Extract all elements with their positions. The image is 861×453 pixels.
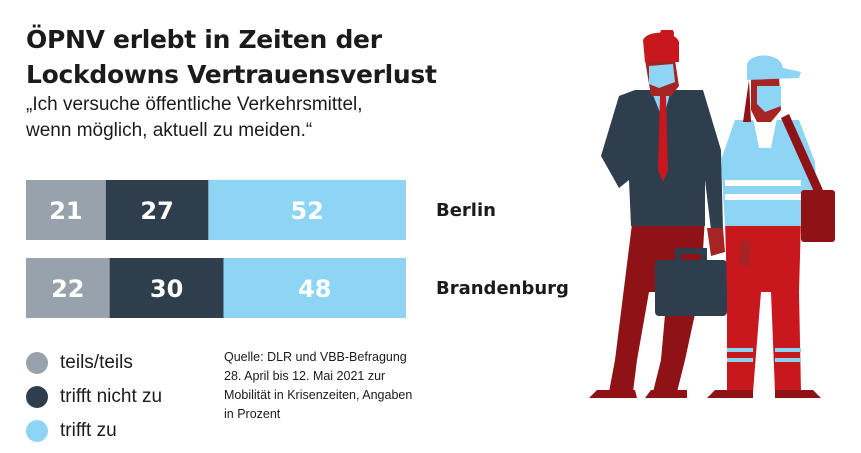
chart-title: ÖPNV erlebt in Zeiten der Lockdowns Vert… <box>26 22 586 92</box>
data-label-berlin-teils: 21 <box>49 197 82 225</box>
title-line-2: Lockdowns Vertrauensverlust <box>26 60 437 89</box>
bar-brandenburg-zu <box>223 258 406 318</box>
bar-brandenburg-teils <box>26 258 110 318</box>
legend-swatch-teils <box>26 352 48 374</box>
category-label-brandenburg: Brandenburg <box>436 278 569 299</box>
category-label-berlin: Berlin <box>436 200 496 221</box>
data-label-brandenburg-nicht: 30 <box>150 275 183 303</box>
source-line-2: 28. April bis 12. Mai 2021 zur <box>224 369 386 383</box>
commuters-illustration <box>589 30 835 398</box>
source-line-3: Mobilität in Krisenzeiten, Angaben <box>224 388 413 402</box>
data-label-berlin-zu: 52 <box>290 197 323 225</box>
bar-berlin-zu <box>208 180 406 240</box>
data-label-brandenburg-teils: 22 <box>51 275 84 303</box>
title-line-1: ÖPNV erlebt in Zeiten der <box>26 25 382 54</box>
legend-label-teils: teils/teils <box>60 352 133 373</box>
legend-label-zu: trifft zu <box>60 420 117 441</box>
legend-item-nicht: trifft nicht zu <box>26 380 162 414</box>
source-note: Quelle: DLR und VBB-Befragung 28. April … <box>224 348 454 424</box>
bar-brandenburg-nicht <box>109 258 224 318</box>
source-line-1: Quelle: DLR und VBB-Befragung <box>224 350 407 364</box>
source-line-4: in Prozent <box>224 407 281 421</box>
legend: teils/teils trifft nicht zu trifft zu <box>26 346 162 448</box>
legend-swatch-zu <box>26 420 48 442</box>
legend-swatch-nicht <box>26 386 48 408</box>
legend-item-zu: trifft zu <box>26 414 162 448</box>
bar-berlin-nicht <box>105 180 209 240</box>
chart-subtitle: „Ich versuche öffentliche Verkehrsmittel… <box>26 92 426 144</box>
bar-berlin-teils <box>26 180 106 240</box>
man-in-suit-figure <box>589 30 727 398</box>
data-label-berlin-nicht: 27 <box>140 197 173 225</box>
legend-label-nicht: trifft nicht zu <box>60 386 163 407</box>
data-label-brandenburg-zu: 48 <box>298 275 331 303</box>
stacked-bar-chart: 21 27 52 Berlin 22 30 48 Brandenburg <box>26 180 569 318</box>
legend-item-teils: teils/teils <box>26 346 162 380</box>
woman-in-jacket-figure <box>707 55 835 398</box>
subtitle-line-2: wenn möglich, aktuell zu meiden.“ <box>26 120 313 141</box>
subtitle-line-1: „Ich versuche öffentliche Verkehrsmittel… <box>26 94 363 115</box>
